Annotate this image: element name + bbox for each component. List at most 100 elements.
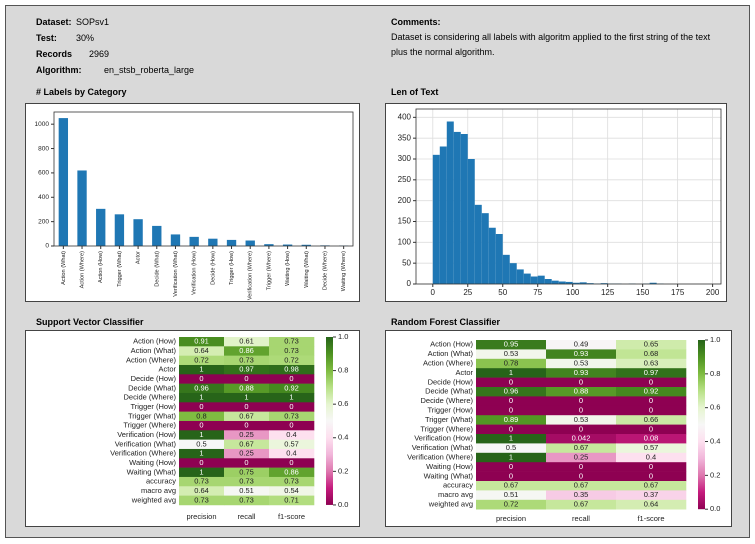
x-tick-label: 0 — [431, 288, 436, 297]
hist-bar — [649, 282, 657, 284]
colorbar-tick-label: 0.0 — [338, 500, 348, 509]
heat-cell — [269, 467, 315, 478]
heat-cell — [179, 383, 225, 394]
cell-label: 0.86 — [239, 346, 254, 355]
cell-label: 0 — [289, 458, 293, 467]
heat-cell — [179, 392, 225, 403]
cell-label: 1 — [199, 365, 203, 374]
hist-bar — [488, 227, 496, 284]
cell-label: 0.51 — [239, 486, 254, 495]
hist-bar — [467, 159, 475, 284]
info-value: en_stsb_roberta_large — [104, 65, 195, 75]
colorbar-tick-label: 0.8 — [710, 369, 720, 378]
heat-cell — [179, 495, 225, 506]
row-label: Decide (Where) — [420, 396, 473, 405]
hist-bar — [600, 283, 608, 284]
heat-cell — [476, 443, 547, 454]
x-tick-label: 25 — [463, 288, 472, 297]
bar — [170, 234, 181, 246]
x-tick-label: Action (How) — [98, 251, 104, 283]
cell-label: 0.08 — [644, 434, 659, 443]
y-tick-label: 400 — [398, 112, 412, 121]
hist-bar — [481, 213, 489, 284]
cell-label: 0.73 — [194, 495, 209, 504]
bar — [96, 208, 106, 246]
x-tick-label: Trigger (How) — [229, 251, 235, 285]
heat-cell — [476, 349, 547, 360]
row-label: accuracy — [146, 477, 176, 486]
heat-cell — [224, 364, 270, 375]
row-label: Verification (What) — [115, 439, 177, 448]
heat-cell — [546, 490, 617, 501]
cell-label: 0.53 — [574, 358, 589, 367]
cell-label: 0.37 — [644, 490, 659, 499]
cell-label: 0 — [649, 396, 653, 405]
x-tick-label: Decide (What) — [154, 251, 160, 287]
cell-label: 0 — [244, 402, 248, 411]
y-tick-label: 0 — [45, 243, 49, 250]
cell-label: 0.68 — [644, 349, 659, 358]
row-label: Actor — [158, 365, 176, 374]
hist-bar — [544, 279, 552, 284]
heat-cell — [476, 424, 547, 435]
heat-cell — [616, 471, 687, 482]
row-label: macro avg — [141, 486, 176, 495]
colorbar-tick-label: 0.4 — [338, 433, 348, 442]
axes-frame — [415, 108, 722, 285]
cell-label: 0.93 — [574, 349, 589, 358]
heat-cell — [616, 396, 687, 407]
cell-label: 0 — [579, 396, 583, 405]
heat-cell — [546, 434, 617, 444]
cell-label: 0.35 — [574, 490, 589, 499]
cell-label: 0.95 — [504, 340, 519, 349]
cell-label: 0.97 — [644, 368, 659, 377]
cell-label: 0.71 — [284, 495, 299, 504]
heat-cell — [224, 448, 270, 459]
row-label: accuracy — [443, 481, 473, 490]
x-tick-label: 125 — [601, 288, 615, 297]
cell-label: 1 — [509, 434, 513, 443]
chart: 0 200 400 600 800 1000 Action (What) Action (Wh… — [35, 111, 354, 300]
cell-label: 0.73 — [239, 355, 254, 364]
cell-label: 0.75 — [239, 467, 254, 476]
heat-cell — [616, 368, 687, 378]
hist-bar — [551, 280, 559, 284]
cell-label: 0 — [509, 377, 513, 386]
cell-label: 0.51 — [504, 490, 519, 499]
heat-cell — [179, 458, 225, 468]
row-label: Trigger (How) — [130, 402, 176, 411]
x-tick-label: 200 — [706, 288, 720, 297]
cell-label: 0 — [649, 424, 653, 433]
row-label: Verification (How) — [117, 430, 176, 439]
row-label: Action (How) — [133, 337, 176, 346]
heat-cell — [269, 420, 315, 431]
cell-label: 0 — [649, 471, 653, 480]
heat-cell — [269, 355, 315, 366]
panel: 0 50 100 150 200 250 300 350 400 0 25 50 75 100 125 150… — [385, 103, 727, 302]
heat-cell — [179, 476, 225, 487]
heat-cell — [224, 486, 270, 496]
row-label: Waiting (How) — [426, 462, 473, 471]
hist-bar — [502, 254, 510, 284]
heat-cell — [546, 405, 617, 416]
y-tick-label: 0 — [407, 279, 412, 288]
heat-cell — [224, 439, 270, 450]
cell-label: 0.72 — [504, 499, 519, 508]
y-tick-label: 1000 — [35, 121, 50, 128]
cell-label: 0 — [199, 374, 203, 383]
chart: Action (How) 0.95 0.49 0.65 Action (What) 0.5… — [407, 335, 720, 523]
heat-cell — [476, 434, 547, 444]
cell-label: 0.92 — [284, 383, 299, 392]
row-label: Verification (Where) — [110, 449, 176, 458]
section-title: Len of Text — [391, 87, 439, 97]
hist-bar — [523, 273, 531, 284]
cell-label: 0.73 — [284, 411, 299, 420]
cell-label: 0.57 — [284, 439, 299, 448]
cell-label: 1 — [199, 430, 203, 439]
row-label: Action (What) — [428, 349, 474, 358]
heat-cell — [476, 415, 547, 425]
cell-label: 0.042 — [572, 434, 591, 443]
cell-label: 0.72 — [194, 355, 209, 364]
bar — [208, 238, 218, 246]
y-tick-label: 100 — [398, 237, 412, 246]
